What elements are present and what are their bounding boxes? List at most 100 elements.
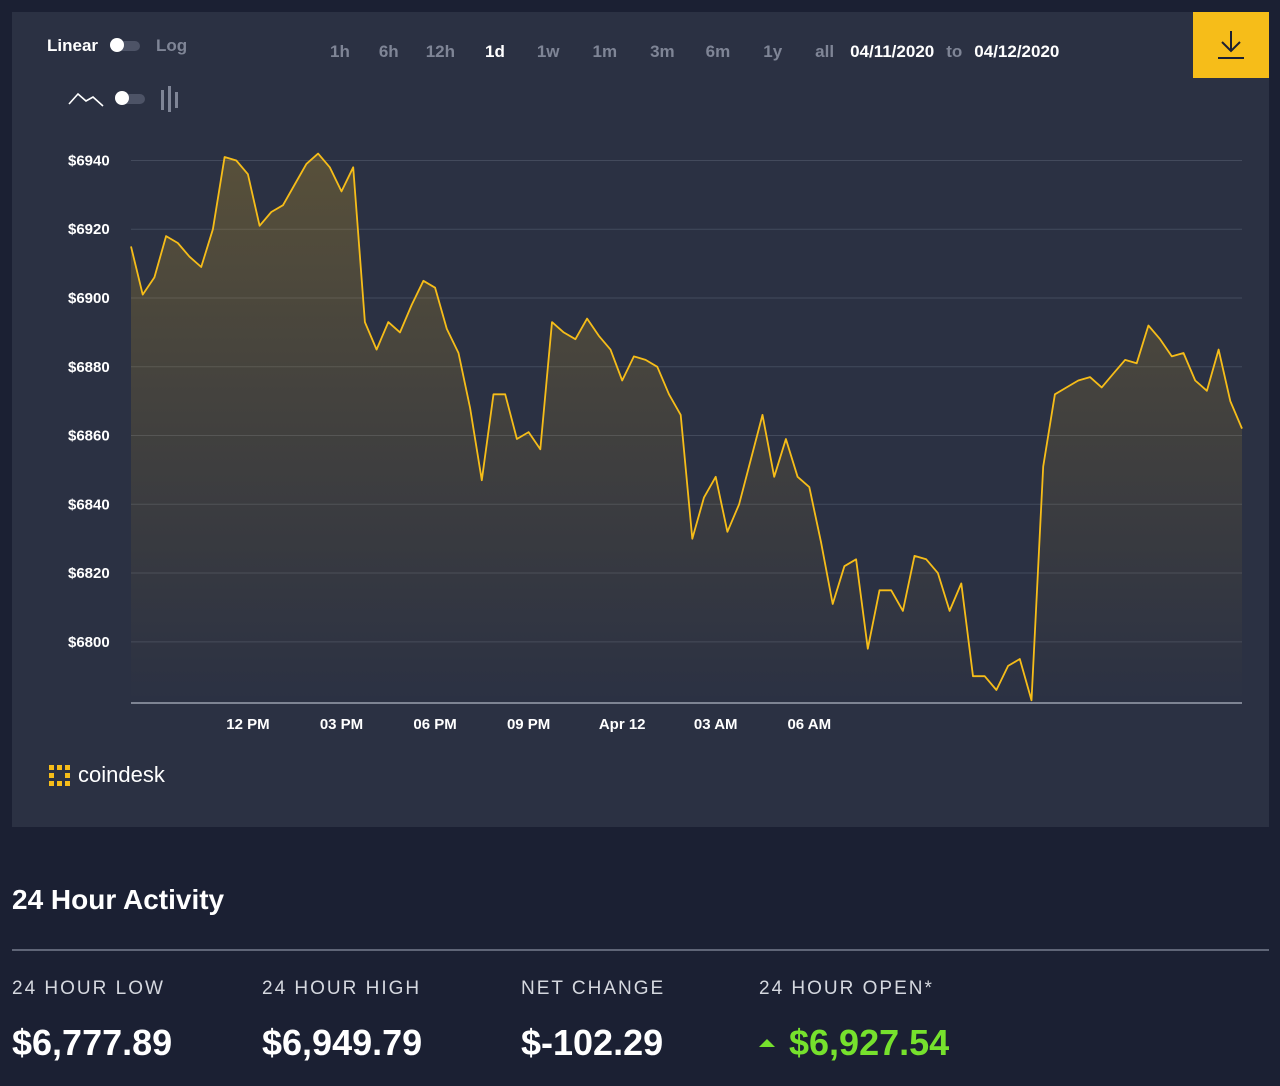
data-point[interactable] <box>187 254 193 260</box>
data-point[interactable] <box>947 608 953 614</box>
data-point[interactable] <box>1204 388 1210 394</box>
scale-log-label[interactable]: Log <box>156 36 188 55</box>
data-point[interactable] <box>1192 378 1198 384</box>
data-point[interactable] <box>420 278 426 284</box>
date-to[interactable]: 04/12/2020 <box>974 42 1060 61</box>
data-point[interactable] <box>1052 391 1058 397</box>
data-point[interactable] <box>491 391 497 397</box>
chart-type-toggle[interactable] <box>67 86 181 112</box>
data-point[interactable] <box>1040 464 1046 470</box>
data-point[interactable] <box>1145 323 1151 329</box>
data-point[interactable] <box>572 336 578 342</box>
data-point[interactable] <box>608 347 614 353</box>
data-point[interactable] <box>993 687 999 693</box>
range-1w[interactable]: 1w <box>536 42 560 61</box>
data-point[interactable] <box>397 329 403 335</box>
range-1h[interactable]: 1h <box>330 42 350 61</box>
range-1d[interactable]: 1d <box>484 42 505 61</box>
data-point[interactable] <box>736 501 742 507</box>
data-point[interactable] <box>537 446 543 452</box>
data-point[interactable] <box>619 378 625 384</box>
data-point[interactable] <box>1122 357 1128 363</box>
date-from[interactable]: 04/11/2020 <box>850 42 935 61</box>
data-point[interactable] <box>526 429 532 435</box>
range-12h[interactable]: 12h <box>425 42 455 61</box>
data-point[interactable] <box>877 587 883 593</box>
data-point[interactable] <box>280 202 286 208</box>
data-point[interactable] <box>1216 347 1222 353</box>
data-point[interactable] <box>912 553 918 559</box>
data-point[interactable] <box>970 673 976 679</box>
data-point[interactable] <box>514 436 520 442</box>
price-line[interactable] <box>130 152 1243 702</box>
data-point[interactable] <box>222 154 228 160</box>
range-6h[interactable]: 6h <box>378 42 399 61</box>
data-point[interactable] <box>432 285 438 291</box>
data-point[interactable] <box>666 391 672 397</box>
data-point[interactable] <box>1134 360 1140 366</box>
data-point[interactable] <box>1181 350 1187 356</box>
data-point[interactable] <box>841 563 847 569</box>
data-point[interactable] <box>175 240 181 246</box>
data-point[interactable] <box>865 646 871 652</box>
data-point[interactable] <box>923 556 929 562</box>
download-button[interactable] <box>1193 12 1269 78</box>
data-point[interactable] <box>713 474 719 480</box>
data-point[interactable] <box>339 188 345 194</box>
scale-linear-label[interactable]: Linear <box>47 36 99 55</box>
data-point[interactable] <box>1157 336 1163 342</box>
data-point[interactable] <box>1099 384 1105 390</box>
data-point[interactable] <box>479 477 485 483</box>
data-point[interactable] <box>1005 663 1011 669</box>
data-point[interactable] <box>1064 384 1070 390</box>
chart-type-switch-knob[interactable] <box>115 91 129 105</box>
data-point[interactable] <box>233 158 239 164</box>
data-point[interactable] <box>678 412 684 418</box>
data-point[interactable] <box>163 233 169 239</box>
data-point[interactable] <box>1239 426 1245 432</box>
data-point[interactable] <box>631 353 637 359</box>
data-point[interactable] <box>245 171 251 177</box>
data-point[interactable] <box>467 405 473 411</box>
data-point[interactable] <box>584 316 590 322</box>
data-point[interactable] <box>1087 374 1093 380</box>
data-point[interactable] <box>783 436 789 442</box>
data-point[interactable] <box>350 164 356 170</box>
data-point[interactable] <box>1017 656 1023 662</box>
scale-switch-knob[interactable] <box>110 38 125 52</box>
data-point[interactable] <box>724 529 730 535</box>
data-point[interactable] <box>303 161 309 167</box>
data-point[interactable] <box>456 350 462 356</box>
data-point[interactable] <box>198 264 204 270</box>
data-point[interactable] <box>643 357 649 363</box>
chart-type-switch[interactable] <box>115 91 145 105</box>
scale-toggle[interactable]: Linear Log <box>47 36 187 56</box>
data-point[interactable] <box>748 457 754 463</box>
data-point[interactable] <box>561 329 567 335</box>
range-1m[interactable]: 1m <box>592 42 618 61</box>
data-point[interactable] <box>982 673 988 679</box>
data-point[interactable] <box>385 319 391 325</box>
data-point[interactable] <box>151 274 157 280</box>
line-chart-icon[interactable] <box>67 88 105 110</box>
data-point[interactable] <box>795 474 801 480</box>
data-point[interactable] <box>257 223 263 229</box>
data-point[interactable] <box>292 182 298 188</box>
data-point[interactable] <box>701 494 707 500</box>
data-point[interactable] <box>818 539 824 545</box>
data-point[interactable] <box>958 580 964 586</box>
data-point[interactable] <box>596 333 602 339</box>
range-1y[interactable]: 1y <box>763 42 783 61</box>
data-point[interactable] <box>806 484 812 490</box>
data-point[interactable] <box>1075 378 1081 384</box>
data-point[interactable] <box>771 474 777 480</box>
data-point[interactable] <box>549 319 555 325</box>
data-point[interactable] <box>689 536 695 542</box>
data-point[interactable] <box>409 302 415 308</box>
data-point[interactable] <box>888 587 894 593</box>
data-point[interactable] <box>935 570 941 576</box>
data-point[interactable] <box>1110 371 1116 377</box>
data-point[interactable] <box>760 412 766 418</box>
scale-switch[interactable] <box>110 38 141 52</box>
range-3m[interactable]: 3m <box>650 42 675 61</box>
